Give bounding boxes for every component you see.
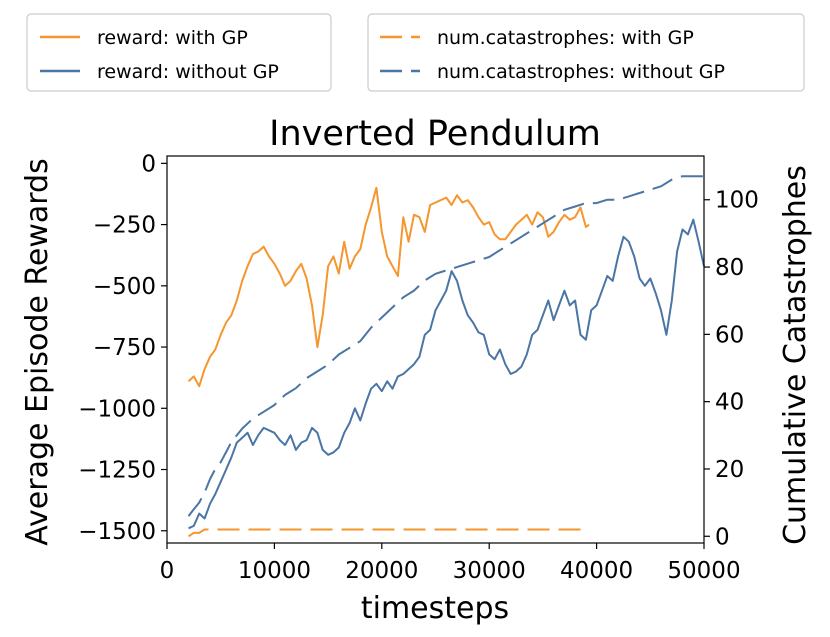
x-tick-label: 30000 [453, 558, 526, 584]
legend-label: reward: with GP [97, 27, 248, 49]
y-tick-label: −250 [93, 213, 156, 239]
y2-tick-label: 0 [715, 524, 730, 550]
x-tick-label: 50000 [667, 558, 740, 584]
y-axis-right: 0 20 40 60 80 100 [704, 188, 759, 550]
y-tick-label: −750 [93, 335, 156, 361]
legend-label: num.catastrophes: without GP [437, 61, 725, 83]
y2-tick-label: 60 [715, 322, 744, 348]
series-line-1 [187, 186, 590, 388]
y2-tick-label: 20 [715, 457, 744, 483]
x-axis: 0 10000 20000 30000 40000 50000 [160, 543, 741, 584]
legend-label: reward: without GP [97, 61, 279, 83]
y2-tick-label: 100 [715, 188, 759, 214]
y2-tick-label: 80 [715, 255, 744, 281]
legend-right-box [367, 13, 805, 92]
y2-tick-label: 40 [715, 390, 744, 416]
y-axis-left: 0 −250 −500 −750 −1000 −1250 −1500 [78, 151, 167, 545]
legend-left-box [26, 13, 332, 92]
series-line-2 [188, 218, 705, 530]
y-axis-label: Average Episode Rewards [20, 158, 55, 545]
x-tick-label: 20000 [345, 558, 418, 584]
y-tick-label: −500 [93, 274, 156, 300]
series-layer [187, 175, 705, 538]
y2-axis-label: Cumulative Catastrophes [778, 165, 813, 545]
legend-left: reward: with GP reward: without GP [26, 13, 332, 92]
x-axis-label: timesteps [361, 591, 509, 626]
plot-frame [166, 155, 705, 544]
series-line-4 [187, 175, 704, 517]
x-tick-label: 0 [160, 558, 175, 584]
series-line-3 [187, 528, 590, 538]
legend-label: num.catastrophes: with GP [437, 27, 694, 49]
y-tick-label: −1500 [78, 519, 156, 545]
y-tick-label: 0 [141, 151, 156, 177]
x-tick-label: 10000 [238, 558, 311, 584]
chart-title: Inverted Pendulum [269, 114, 601, 154]
x-tick-label: 40000 [560, 558, 633, 584]
y-tick-label: −1000 [78, 396, 156, 422]
y-tick-label: −1250 [78, 458, 156, 484]
legend-right: num.catastrophes: with GP num.catastrophe… [367, 13, 805, 92]
